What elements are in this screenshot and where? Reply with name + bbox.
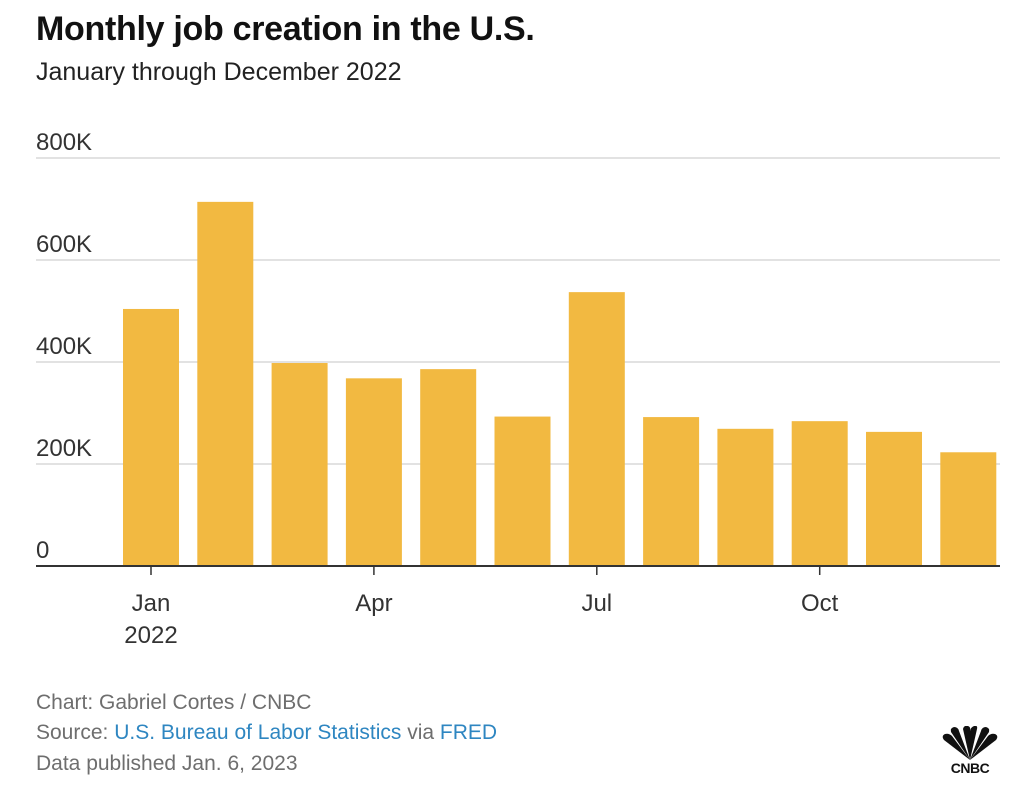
bar (791, 421, 848, 566)
bar (197, 201, 254, 567)
source-line: Source: U.S. Bureau of Labor Statistics … (36, 721, 497, 745)
bar (123, 308, 179, 566)
y-tick-label: 600K (36, 231, 92, 258)
x-tick-label: Apr (355, 590, 392, 617)
bar-chart: 0 200K 400K 600K 800K Jan 2022 Apr Jul Oct (36, 129, 1000, 649)
bar (420, 369, 477, 566)
bar (940, 452, 997, 566)
bar (271, 363, 328, 566)
y-tick-label: 800K (36, 129, 92, 156)
bar (643, 417, 700, 566)
x-tick-sublabel: 2022 (124, 622, 177, 649)
fred-source-link[interactable]: FRED (439, 721, 498, 744)
bar (568, 292, 625, 566)
chart-subtitle: January through December 2022 (36, 58, 402, 86)
y-tick-label: 400K (36, 333, 92, 360)
bar (717, 428, 774, 566)
cnbc-wordmark: CNBC (950, 760, 990, 776)
bar (866, 431, 922, 566)
cnbc-logo: CNBC (938, 725, 1002, 776)
data-published-note: Data published Jan. 6, 2023 (36, 752, 298, 775)
bls-source-link[interactable]: U.S. Bureau of Labor Statistics (114, 721, 402, 744)
bar (345, 378, 402, 566)
y-tick-label: 200K (36, 435, 92, 462)
chart-credit: Chart: Gabriel Cortes / CNBC (36, 691, 312, 714)
x-tick-label: Jan (132, 590, 171, 617)
x-tick-label: Oct (801, 590, 839, 617)
chart-title: Monthly job creation in the U.S. (36, 10, 535, 48)
source-prefix: Source: (36, 721, 115, 744)
x-tick-label: Jul (581, 590, 612, 617)
bar (494, 416, 551, 566)
peacock-icon (942, 725, 998, 760)
source-via: via (401, 721, 440, 744)
y-tick-label: 0 (36, 537, 49, 564)
